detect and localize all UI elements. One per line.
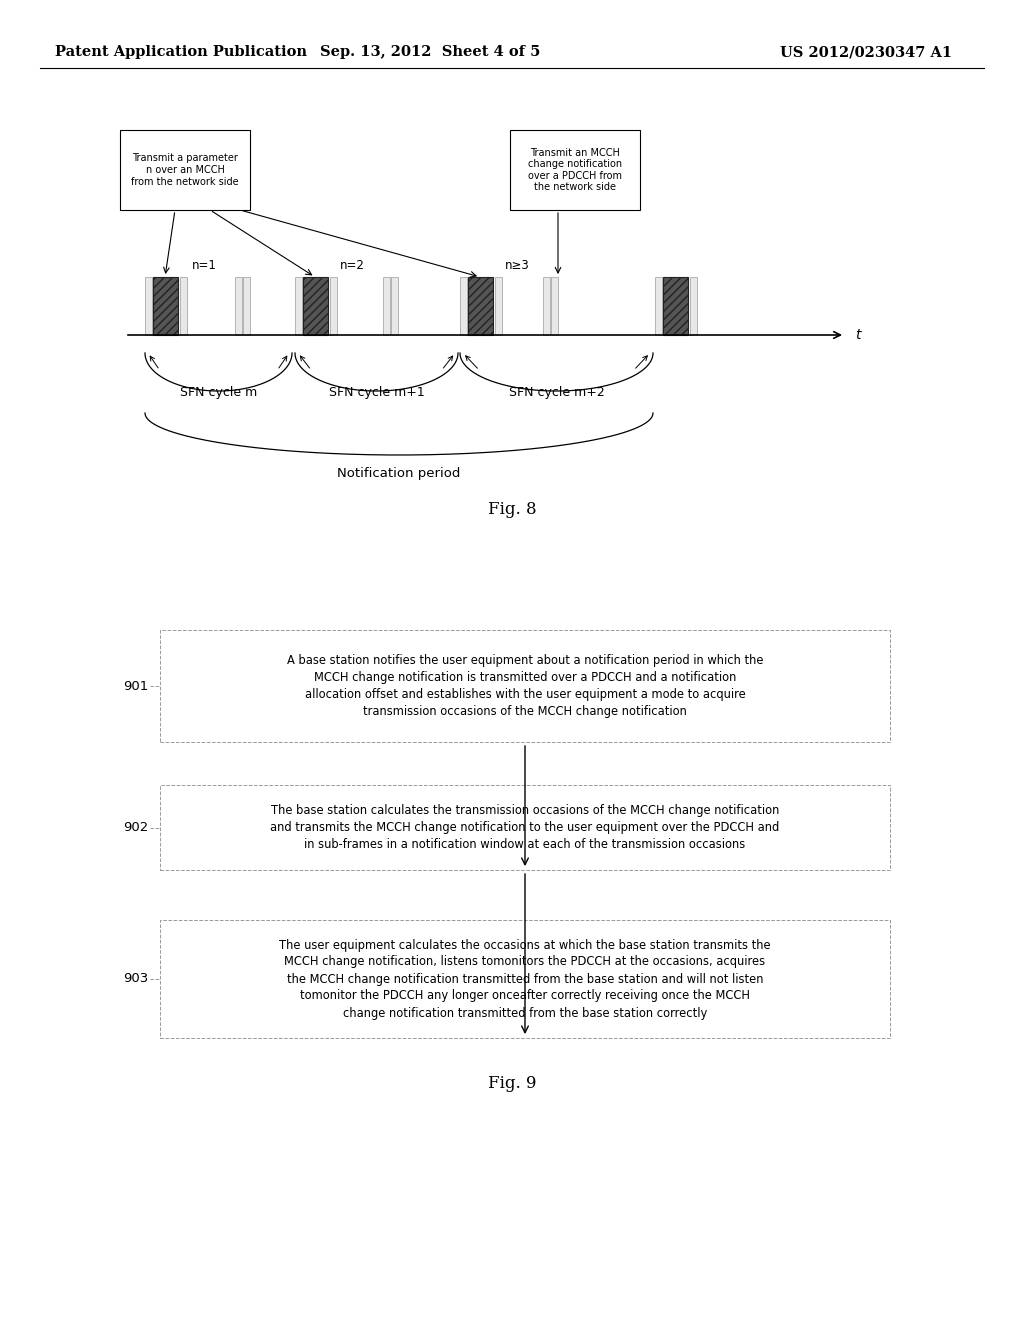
Bar: [655, 277, 662, 335]
Bar: [160, 920, 890, 1038]
Text: Sep. 13, 2012  Sheet 4 of 5: Sep. 13, 2012 Sheet 4 of 5: [319, 45, 541, 59]
Text: Notification period: Notification period: [337, 466, 461, 479]
Bar: [153, 277, 178, 335]
Text: 902: 902: [123, 821, 148, 834]
Bar: [383, 277, 390, 335]
Bar: [690, 277, 697, 335]
Text: US 2012/0230347 A1: US 2012/0230347 A1: [780, 45, 952, 59]
Bar: [234, 277, 242, 335]
Text: 901: 901: [123, 680, 148, 693]
Text: Fig. 9: Fig. 9: [487, 1074, 537, 1092]
Text: Transmit a parameter
n over an MCCH
from the network side: Transmit a parameter n over an MCCH from…: [131, 153, 239, 186]
Text: SFN cycle m: SFN cycle m: [180, 385, 257, 399]
Bar: [145, 277, 152, 335]
Bar: [303, 277, 328, 335]
Bar: [551, 277, 558, 335]
Bar: [468, 277, 493, 335]
Bar: [295, 277, 302, 335]
Bar: [543, 277, 550, 335]
Text: SFN cycle m+2: SFN cycle m+2: [509, 385, 604, 399]
Text: n=1: n=1: [193, 259, 217, 272]
Bar: [510, 129, 640, 210]
Bar: [180, 277, 187, 335]
Text: Transmit an MCCH
change notification
over a PDCCH from
the network side: Transmit an MCCH change notification ove…: [528, 148, 622, 193]
Text: The user equipment calculates the occasions at which the base station transmits : The user equipment calculates the occasi…: [280, 939, 771, 1019]
Bar: [391, 277, 398, 335]
Text: 903: 903: [123, 973, 148, 986]
Bar: [460, 277, 467, 335]
Text: t: t: [855, 327, 860, 342]
Bar: [243, 277, 250, 335]
Text: Patent Application Publication: Patent Application Publication: [55, 45, 307, 59]
Bar: [663, 277, 688, 335]
Bar: [495, 277, 502, 335]
Text: Fig. 8: Fig. 8: [487, 502, 537, 519]
Bar: [160, 630, 890, 742]
Text: SFN cycle m+1: SFN cycle m+1: [329, 385, 424, 399]
Text: n=2: n=2: [340, 259, 365, 272]
Bar: [330, 277, 337, 335]
Bar: [160, 785, 890, 870]
Bar: [120, 129, 250, 210]
Text: A base station notifies the user equipment about a notification period in which : A base station notifies the user equipme…: [287, 653, 763, 718]
Text: The base station calculates the transmission occasions of the MCCH change notifi: The base station calculates the transmis…: [270, 804, 779, 851]
Text: n≥3: n≥3: [505, 259, 529, 272]
